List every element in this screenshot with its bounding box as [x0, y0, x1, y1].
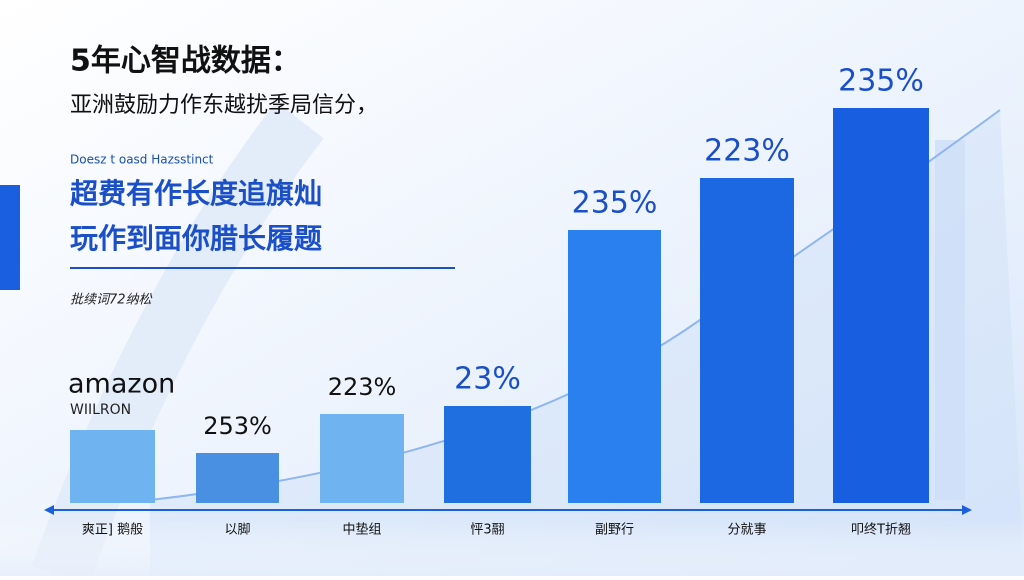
category-label: 叩终T折翘: [851, 522, 911, 538]
subtitle: 亚洲鼓励力作东越扰季局信分，: [70, 93, 378, 118]
note: 批续词72纳松: [70, 293, 153, 308]
bar: [320, 414, 404, 503]
bar-label: 23%: [454, 362, 521, 397]
category-group: 爽正] 鹅般 以脚 中垫组 怦3翮 副野行 分就事 叩终T折翘: [82, 522, 911, 538]
brand-sub: WIILRON: [70, 402, 131, 418]
bar-label: 253%: [203, 412, 272, 440]
decor-area: [150, 110, 1024, 576]
category-label: 以脚: [224, 522, 250, 538]
bar: [568, 230, 661, 503]
bar-label: 235%: [838, 64, 924, 99]
category-label: 分就事: [727, 523, 766, 538]
category-label: 副野行: [595, 523, 634, 538]
bar-label: 235%: [572, 186, 658, 221]
bottom-fade: [0, 520, 1024, 576]
category-label: 怦3翮: [470, 523, 504, 538]
caption: Doesz t oasd Hazsstinct: [70, 153, 214, 167]
bar-label: 223%: [328, 373, 397, 401]
bar: [70, 430, 155, 503]
headline: 超费有作长度追旗灿: [70, 177, 322, 210]
decor-block: [0, 185, 20, 290]
decor-bar: [935, 140, 965, 500]
bar-group: 253% 223% 23% 235% 223% 235%: [70, 64, 929, 503]
bar: [833, 108, 929, 503]
bar: [444, 406, 531, 503]
bar: [196, 453, 279, 503]
title: 5年心智战数据：: [70, 44, 301, 79]
category-label: 中垫组: [342, 522, 381, 538]
brand-name: amazon: [68, 369, 175, 400]
bar-label: 223%: [704, 134, 790, 169]
category-label: 爽正] 鹅般: [82, 522, 143, 538]
bar: [700, 178, 794, 503]
headline: 玩作到面你腊长履题: [70, 222, 322, 255]
